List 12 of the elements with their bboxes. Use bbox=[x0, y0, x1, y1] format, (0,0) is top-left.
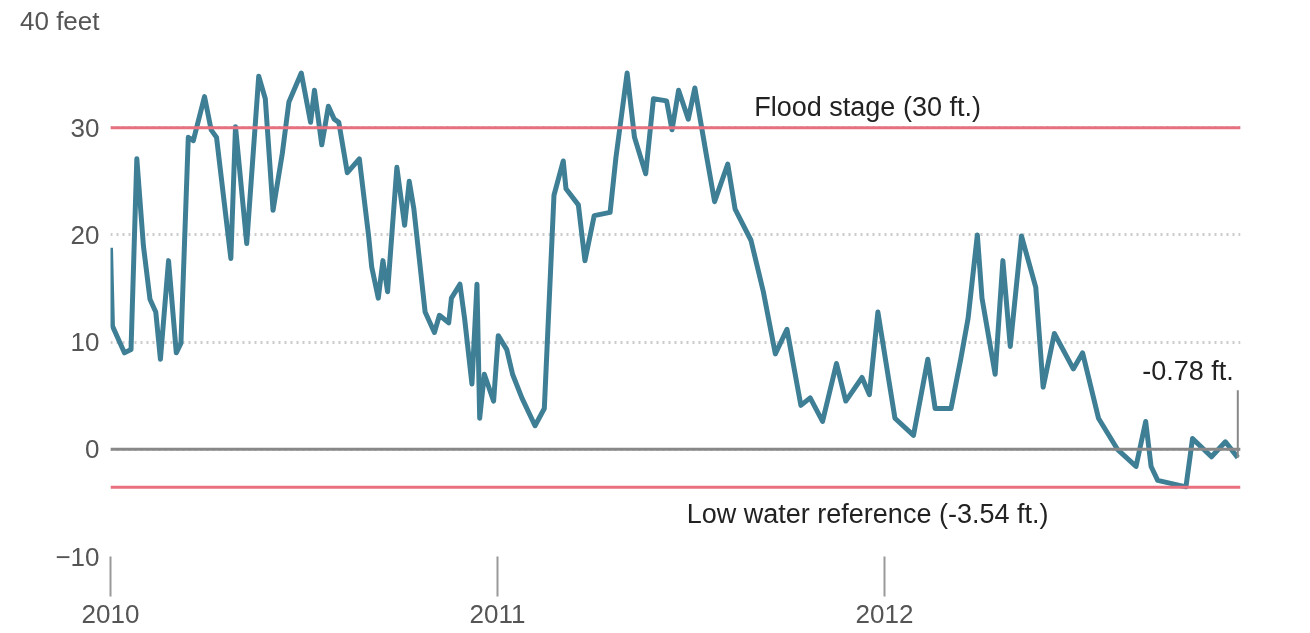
y-tick-label: −10 bbox=[55, 541, 100, 572]
y-tick-label: 0 bbox=[85, 434, 100, 465]
x-tick-label: 2012 bbox=[855, 598, 914, 629]
ref-line-label: Flood stage (30 ft.) bbox=[754, 91, 981, 122]
x-tick-label: 2011 bbox=[469, 598, 526, 629]
y-tick-label: 40 feet bbox=[19, 5, 101, 36]
y-tick-label: 10 bbox=[70, 327, 100, 358]
ref-line-label: Low water reference (-3.54 ft.) bbox=[686, 499, 1049, 530]
annotation: -0.78 ft. bbox=[1142, 355, 1234, 386]
x-tick-label: 2010 bbox=[81, 598, 140, 629]
y-tick-label: 20 bbox=[70, 219, 100, 250]
y-tick-label: 30 bbox=[70, 112, 100, 143]
